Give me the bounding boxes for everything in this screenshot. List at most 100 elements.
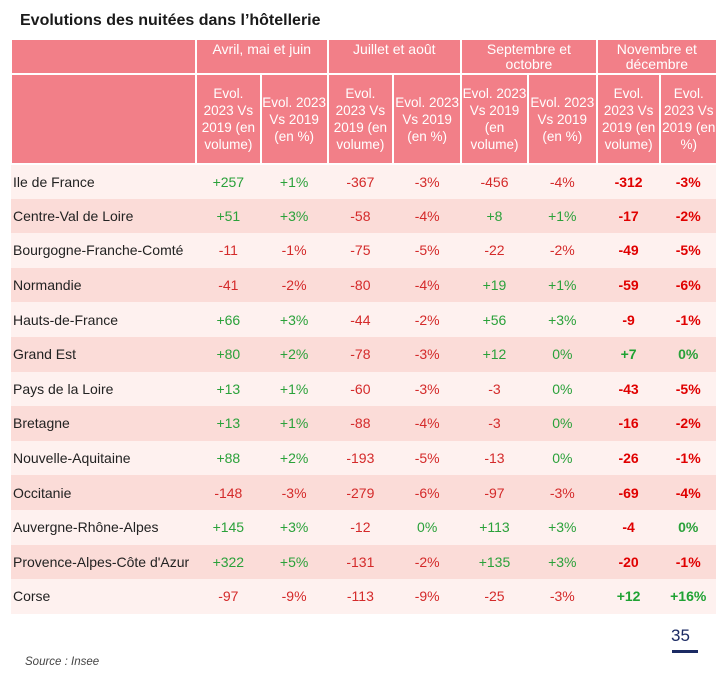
table-row: Auvergne-Rhône-Alpes +145 +3% -12 0% +113 +3% -…: [11, 509, 716, 545]
value-volume: -97: [461, 475, 528, 510]
value-percent: 0%: [527, 371, 597, 407]
value-volume: +113: [461, 509, 528, 545]
value-volume: -78: [327, 336, 394, 372]
value-volume: -44: [327, 302, 394, 337]
value-volume: +13: [195, 371, 261, 407]
region-name: Occitanie: [11, 475, 196, 510]
table-row: Pays de la Loire +13 +1% -60 -3% -3 0% -43 -5%: [11, 371, 716, 407]
subheader-volume: Evol. 2023 Vs 2019 (en volume): [326, 74, 394, 165]
subheader-percent: Evol. 2023 Vs 2019 (en %): [526, 74, 597, 165]
value-volume: +257: [195, 164, 261, 199]
region-name: Bretagne: [11, 406, 196, 441]
value-percent: -3%: [393, 336, 462, 372]
table-row: Corse -97 -9% -113 -9% -25 -3% +12 +16%: [11, 579, 716, 614]
subheader-percent: Evol. 2023 Vs 2019 (en %): [392, 74, 462, 165]
table-row: Normandie -41 -2% -80 -4% +19 +1% -59 -6%: [11, 267, 716, 303]
value-volume: -131: [327, 544, 394, 580]
table-row: Occitanie -148 -3% -279 -6% -97 -3% -69 -4%: [11, 475, 716, 510]
value-volume: -3: [461, 371, 528, 407]
value-volume: +56: [461, 302, 528, 337]
value-volume: -4: [596, 509, 661, 545]
value-volume: +88: [195, 440, 261, 476]
value-percent: -5%: [660, 233, 716, 268]
value-percent: -9%: [260, 579, 328, 614]
page-number-underline: [672, 650, 698, 653]
value-volume: -97: [195, 579, 261, 614]
value-percent: -3%: [527, 475, 597, 510]
value-volume: -113: [327, 579, 394, 614]
value-volume: -22: [461, 233, 528, 268]
value-volume: -312: [596, 164, 661, 199]
value-percent: +1%: [527, 267, 597, 303]
value-volume: -456: [461, 164, 528, 199]
subheader-volume: Evol. 2023 Vs 2019 (en volume): [194, 74, 261, 165]
hotel-nights-table: Avril, mai et juin Juillet et août Septe…: [10, 40, 716, 614]
value-volume: -88: [327, 406, 394, 441]
value-volume: -12: [327, 509, 394, 545]
value-volume: -16: [596, 406, 661, 441]
value-volume: -193: [327, 440, 394, 476]
value-volume: +8: [461, 198, 528, 234]
table-row: Centre-Val de Loire +51 +3% -58 -4% +8 +1% -17-…: [11, 198, 716, 234]
value-volume: -58: [327, 198, 394, 234]
value-volume: +145: [195, 509, 261, 545]
value-percent: 0%: [527, 440, 597, 476]
value-volume: -148: [195, 475, 261, 510]
value-percent: -9%: [393, 579, 462, 614]
region-name: Corse: [11, 579, 196, 614]
value-volume: -43: [596, 371, 661, 407]
value-percent: +1%: [527, 198, 597, 234]
region-name: Normandie: [11, 267, 196, 303]
value-volume: +51: [195, 198, 261, 234]
value-percent: -3%: [393, 371, 462, 407]
value-percent: +2%: [260, 440, 328, 476]
value-percent: +1%: [260, 371, 328, 407]
table-row: Bourgogne-Franche-Comté -11 -1% -75 -5% -22 -2…: [11, 233, 716, 268]
value-percent: +5%: [260, 544, 328, 580]
value-percent: 0%: [527, 406, 597, 441]
value-percent: 0%: [527, 336, 597, 372]
value-percent: -2%: [527, 233, 597, 268]
value-percent: -2%: [393, 544, 462, 580]
value-percent: -3%: [660, 164, 716, 199]
value-volume: -17: [596, 198, 661, 234]
value-percent: -5%: [393, 233, 462, 268]
value-percent: 0%: [660, 336, 716, 372]
value-percent: -3%: [393, 164, 462, 199]
value-percent: +3%: [527, 544, 597, 580]
value-percent: +3%: [260, 198, 328, 234]
period-header: Juillet et août: [326, 40, 462, 75]
value-percent: +3%: [260, 302, 328, 337]
value-percent: +3%: [527, 509, 597, 545]
value-percent: -6%: [660, 267, 716, 303]
value-volume: -41: [195, 267, 261, 303]
value-volume: +80: [195, 336, 261, 372]
region-name: Centre-Val de Loire: [11, 198, 196, 234]
value-volume: -367: [327, 164, 394, 199]
header-corner: [10, 74, 196, 165]
value-percent: -2%: [393, 302, 462, 337]
value-volume: -279: [327, 475, 394, 510]
value-volume: +12: [596, 579, 661, 614]
subheader-volume: Evol. 2023 Vs 2019 (en volume): [460, 74, 528, 165]
value-volume: -75: [327, 233, 394, 268]
value-volume: -60: [327, 371, 394, 407]
period-header: Novembre et décembre: [595, 40, 716, 75]
value-percent: +1%: [260, 406, 328, 441]
subheader-percent: Evol. 2023 Vs 2019 (en %): [659, 74, 716, 165]
value-percent: -1%: [660, 544, 716, 580]
value-percent: -6%: [393, 475, 462, 510]
value-percent: +2%: [260, 336, 328, 372]
source-note: Source : Insee: [25, 656, 100, 668]
page-number: 35: [671, 626, 690, 645]
value-percent: -2%: [660, 198, 716, 234]
region-name: Bourgogne-Franche-Comté: [11, 233, 196, 268]
value-percent: +16%: [660, 579, 716, 614]
region-name: Hauts-de-France: [11, 302, 196, 337]
value-volume: +322: [195, 544, 261, 580]
value-volume: +19: [461, 267, 528, 303]
value-percent: -3%: [527, 579, 597, 614]
region-name: Ile de France: [11, 164, 196, 199]
value-volume: -11: [195, 233, 261, 268]
value-percent: 0%: [393, 509, 462, 545]
